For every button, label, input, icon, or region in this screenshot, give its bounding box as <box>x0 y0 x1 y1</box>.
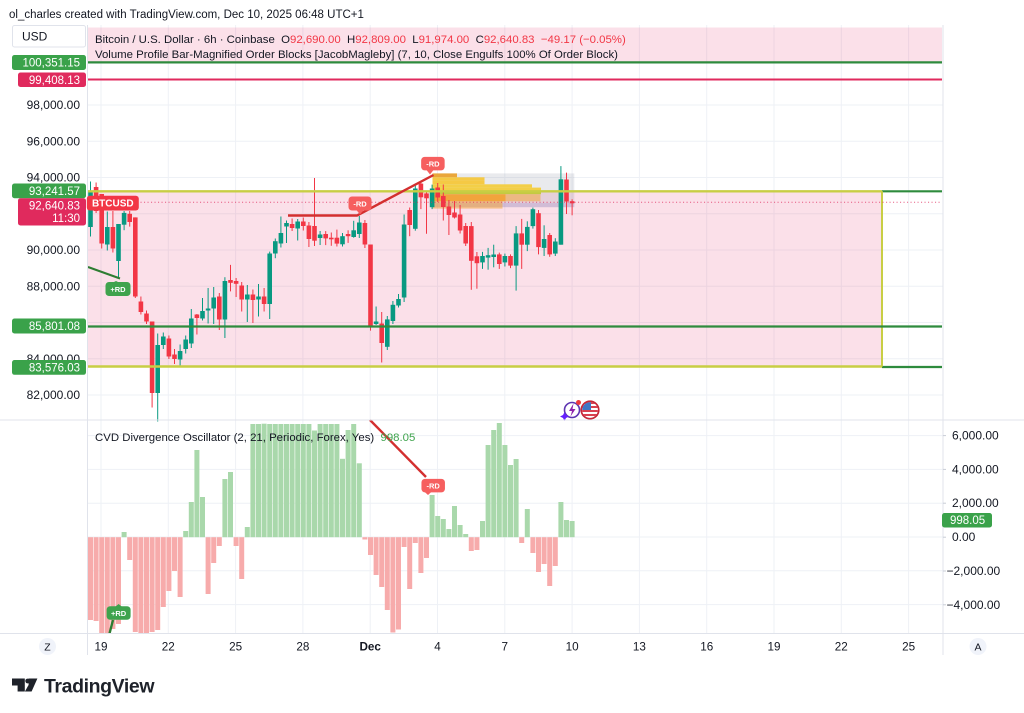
svg-text:4,000.00: 4,000.00 <box>952 462 999 476</box>
svg-text:99,408.13: 99,408.13 <box>29 75 80 87</box>
svg-text:4: 4 <box>434 641 441 654</box>
svg-text:13: 13 <box>633 641 646 654</box>
svg-text:0.00: 0.00 <box>952 530 976 544</box>
svg-text:88,000.00: 88,000.00 <box>27 279 81 293</box>
svg-text:Bitcoin / U.S. Dollar · 6h · C: Bitcoin / U.S. Dollar · 6h · Coinbase O9… <box>95 34 626 46</box>
svg-text:7: 7 <box>502 641 509 654</box>
svg-text:+RD: +RD <box>110 285 126 294</box>
svg-text:TradingView: TradingView <box>44 676 155 698</box>
svg-text:-RD: -RD <box>426 159 440 168</box>
svg-text:−2,000.00: −2,000.00 <box>947 564 1001 578</box>
svg-text:94,000.00: 94,000.00 <box>27 171 81 185</box>
svg-text:Volume Profile Bar-Magnified O: Volume Profile Bar-Magnified Order Block… <box>95 49 618 61</box>
svg-text:+RD: +RD <box>111 609 127 618</box>
svg-text:28: 28 <box>296 641 309 654</box>
svg-text:19: 19 <box>94 641 107 654</box>
svg-text:82,000.00: 82,000.00 <box>27 388 81 402</box>
svg-text:6,000.00: 6,000.00 <box>952 429 999 443</box>
svg-text:CVD Divergence Oscillator (2,: CVD Divergence Oscillator (2, 21, Period… <box>95 432 415 444</box>
svg-text:11:30: 11:30 <box>52 213 80 225</box>
svg-text:A: A <box>974 642 981 654</box>
svg-text:ol_charles created with Tradin: ol_charles created with TradingView.com,… <box>9 9 364 21</box>
svg-text:85,801.08: 85,801.08 <box>29 321 80 333</box>
svg-text:93,241.57: 93,241.57 <box>29 186 80 198</box>
svg-text:Dec: Dec <box>359 641 381 654</box>
svg-text:−4,000.00: −4,000.00 <box>947 598 1001 612</box>
svg-text:92,640.83: 92,640.83 <box>29 201 80 213</box>
svg-text:100,351.15: 100,351.15 <box>22 58 80 70</box>
svg-text:Z: Z <box>44 642 51 654</box>
svg-text:22: 22 <box>835 641 848 654</box>
svg-text:83,576.03: 83,576.03 <box>29 362 80 374</box>
svg-text:90,000.00: 90,000.00 <box>27 243 81 257</box>
svg-text:19: 19 <box>767 641 780 654</box>
svg-text:25: 25 <box>902 641 916 654</box>
svg-text:998.05: 998.05 <box>950 515 985 527</box>
svg-text:98,000.00: 98,000.00 <box>27 98 81 112</box>
svg-text:-RD: -RD <box>427 481 441 490</box>
svg-text:USD: USD <box>22 30 48 44</box>
svg-text:16: 16 <box>700 641 713 654</box>
svg-text:25: 25 <box>229 641 243 654</box>
svg-text:2,000.00: 2,000.00 <box>952 496 999 510</box>
svg-text:BTCUSD: BTCUSD <box>92 199 134 210</box>
svg-text:10: 10 <box>566 641 580 654</box>
svg-text:22: 22 <box>162 641 175 654</box>
svg-text:96,000.00: 96,000.00 <box>27 134 81 148</box>
svg-text:-RD: -RD <box>353 199 367 208</box>
